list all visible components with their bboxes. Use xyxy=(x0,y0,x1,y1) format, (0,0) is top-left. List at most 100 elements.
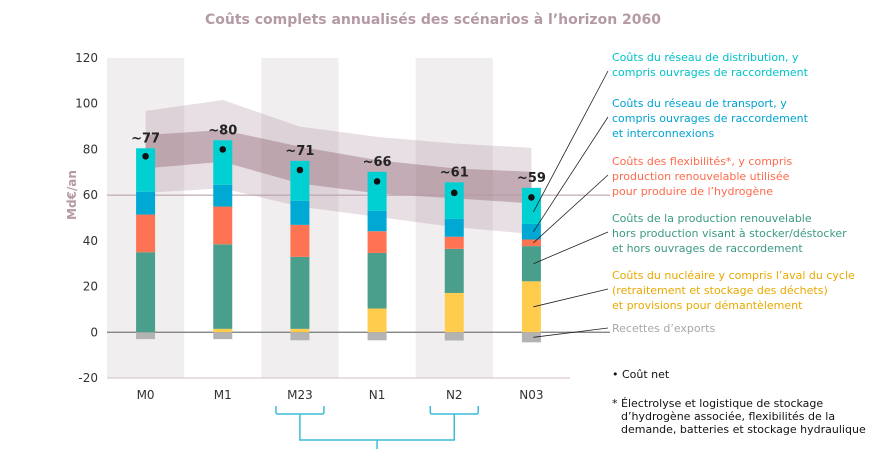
footnote-line: * Électrolyse et logistique de stockage xyxy=(612,397,823,410)
legend-label: Coûts des flexibilités*, y compris xyxy=(612,155,792,168)
net-cost-label: ~61 xyxy=(440,165,469,180)
bar-segment-m0-s3 xyxy=(136,191,156,215)
bar-segment-n03-s1 xyxy=(521,246,541,282)
footnote-line: d’hydrogène associée, flexibilités de la xyxy=(621,410,835,423)
outer-range-band xyxy=(145,100,532,234)
bar-segment-m23-s4 xyxy=(290,160,310,201)
bars xyxy=(136,140,541,343)
leader-line xyxy=(533,288,609,308)
legend-item: Coûts du réseau de transport, y compris o… xyxy=(612,97,809,140)
y-tick-label: -20 xyxy=(78,371,98,385)
legend-label: Coûts du réseau de distribution, y xyxy=(612,51,799,64)
net-cost-dot xyxy=(219,146,227,153)
bar-segment-n03-s4 xyxy=(521,187,541,224)
bar-segment-n2-s0 xyxy=(444,292,464,333)
bar-segment-n1-s0 xyxy=(367,308,387,333)
legend-label: Coûts du réseau de transport, y xyxy=(612,97,787,110)
net-cost-dot xyxy=(528,194,535,201)
leader-line xyxy=(533,174,609,244)
bar-segment-n1-s4 xyxy=(367,171,387,211)
y-tick-label: 100 xyxy=(75,97,98,111)
legend-item: Coûts du réseau de distribution, y compri… xyxy=(612,51,809,79)
bar-segment-n03-exports xyxy=(521,332,541,343)
y-axis-label: Md€/an xyxy=(65,170,79,220)
legend-label: pour produire de l’hydrogène xyxy=(612,185,773,198)
chart-title: Coûts complets annualisés des scénarios … xyxy=(205,12,661,28)
footnote-line: demande, batteries et stockage hydrauliq… xyxy=(621,423,866,436)
leader-line xyxy=(533,70,609,213)
legend-label: Coûts du nucléaire y compris l’aval du c… xyxy=(612,269,855,282)
leader-line xyxy=(533,327,609,338)
net-cost-dot xyxy=(142,152,149,160)
leader-line xyxy=(533,116,609,232)
bar-segment-n1-s1 xyxy=(367,252,387,309)
bar-segment-m1-s3 xyxy=(213,184,233,207)
bar-segment-m23-s1 xyxy=(290,256,310,329)
x-tick-label: M0 xyxy=(137,388,155,402)
bar-segment-m1-exports xyxy=(213,332,233,340)
net-cost-label: ~77 xyxy=(131,131,160,146)
bar-segment-m1-s4 xyxy=(213,140,233,185)
x-tick-label: N2 xyxy=(446,388,463,402)
y-tick-label: 60 xyxy=(83,188,98,202)
bar-segment-n2-exports xyxy=(444,332,464,341)
leader-line xyxy=(533,231,609,265)
bracket-connector xyxy=(299,414,455,441)
y-tick-label: 0 xyxy=(90,325,98,339)
y-tick-label: 20 xyxy=(83,280,98,294)
legend-label: et interconnexions xyxy=(612,127,715,140)
x-tick-label: M23 xyxy=(287,388,313,402)
legend-label: hors production visant à stocker/déstock… xyxy=(612,227,847,240)
bar-segment-m1-s1 xyxy=(213,244,233,329)
bracket-m23 xyxy=(275,406,325,415)
inner-range-band xyxy=(145,130,532,204)
bar-segment-m23-s2 xyxy=(290,224,310,257)
bar-segment-n1-exports xyxy=(367,332,387,341)
bar-segment-m0-exports xyxy=(136,332,156,340)
net-cost-label: ~80 xyxy=(208,123,237,138)
net-cost-dot xyxy=(373,178,381,185)
bar-segment-n1-s3 xyxy=(367,210,387,232)
net-cost-legend: • Coût net xyxy=(612,368,670,381)
x-tick-label: N03 xyxy=(519,388,543,402)
bar-segment-m0-s2 xyxy=(136,214,156,253)
bar-segment-m23-s0 xyxy=(290,328,310,333)
x-axis: M0 M1 M23 N1 N2 N03 xyxy=(137,388,544,402)
net-cost-label: ~59 xyxy=(517,171,546,186)
bar-segment-n1-s2 xyxy=(367,231,387,253)
y-axis: 120 100 80 60 40 20 0 -20 xyxy=(75,51,610,385)
legend-label: compris ouvrages de raccordement xyxy=(612,66,809,79)
legend-item: Coûts de la production renouvelable hors … xyxy=(612,212,847,255)
bar-segment-n03-s3 xyxy=(521,223,541,240)
y-tick-label: 40 xyxy=(83,234,98,248)
legend-label: et hors ouvrages de raccordement xyxy=(612,242,803,255)
net-cost-markers: ~77 ~80 ~71 ~66 ~61 ~59 xyxy=(131,123,546,201)
net-cost-dot xyxy=(296,166,304,174)
grouping-bracket xyxy=(275,406,479,449)
legend-item: Coûts du nucléaire y compris l’aval du c… xyxy=(612,269,855,312)
range-bands xyxy=(145,100,532,234)
net-cost-label: ~71 xyxy=(285,144,314,159)
x-tick-label: N1 xyxy=(369,388,386,402)
bar-segment-n2-s2 xyxy=(444,236,464,249)
legend-label: (retraitement et stockage des déchets) xyxy=(612,284,828,297)
bar-segment-n03-s0 xyxy=(521,281,541,333)
legend-item: Coûts des flexibilités*, y compris produc… xyxy=(612,155,792,198)
y-tick-label: 120 xyxy=(75,51,98,65)
bar-segment-m23-s3 xyxy=(290,200,310,225)
bar-segment-m1-s2 xyxy=(213,206,233,245)
bar-segment-m0-s4 xyxy=(136,148,156,192)
net-cost-label: ~66 xyxy=(363,155,392,170)
legend-leader-lines xyxy=(533,70,609,338)
bar-segment-n2-s3 xyxy=(444,218,464,237)
legend-label: Recettes d’exports xyxy=(612,322,715,335)
legend-label: Coûts de la production renouvelable xyxy=(612,212,812,225)
legend: Coûts du réseau de distribution, y compri… xyxy=(612,51,866,436)
x-tick-label: M1 xyxy=(214,388,232,402)
legend-label: production renouvelable utilisée xyxy=(612,170,790,183)
bar-segment-m0-s1 xyxy=(136,252,156,333)
net-cost-dot xyxy=(450,189,458,197)
legend-item: Recettes d’exports xyxy=(612,322,715,335)
bar-segment-m23-exports xyxy=(290,332,310,341)
